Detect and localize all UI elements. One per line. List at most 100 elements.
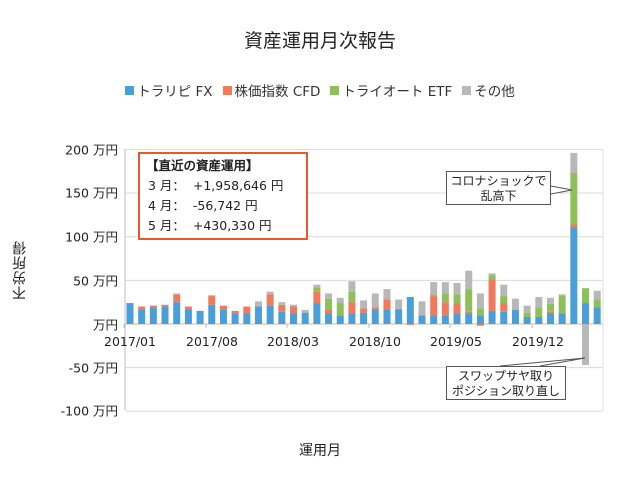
bar-segment-cfd (161, 304, 169, 307)
bar-segment-fx (430, 315, 438, 324)
y-tick-label: -50 万円 (68, 360, 118, 376)
bar-segment-fx (488, 310, 496, 324)
bar-segment-etf (441, 293, 449, 303)
bar-segment-etf (488, 275, 496, 280)
bar-segment-fx (582, 303, 590, 324)
bar-segment-etf (582, 288, 590, 304)
bar-segment-fx (290, 313, 298, 324)
bar-segment-fx (570, 227, 578, 324)
bar-segment-fx (465, 313, 473, 324)
bar-segment-fx (138, 309, 146, 324)
bar-segment-etf (523, 312, 531, 318)
bar-segment-other (348, 281, 356, 292)
bar-segment-fx (453, 313, 461, 324)
bar-segment-other (535, 296, 543, 308)
legend-label: トライオート ETF (342, 84, 453, 100)
bar-segment-cfd (360, 308, 368, 313)
bar-segment-fx (441, 315, 449, 324)
y-tick-label: 150 万円 (65, 185, 118, 201)
callout-line: ポジション取り直し (451, 384, 560, 398)
info-line-april: 4 月： -56,742 円 (148, 198, 258, 213)
bar-segment-cfd (173, 294, 181, 303)
bar-segment-fx (535, 317, 543, 324)
callout-line: 乱高下 (480, 189, 517, 203)
bar-segment-other (453, 282, 461, 295)
bar-segment-fx (173, 302, 181, 324)
bar-segment-other (278, 302, 286, 305)
bar-segment-fx (395, 309, 403, 324)
bar-segment-fx (184, 309, 192, 324)
bar-segment-other (582, 324, 590, 366)
legend-item-fx: トラリピ FX (125, 80, 213, 100)
bar-segment-etf (570, 172, 578, 225)
bar-segment-cfd (371, 307, 379, 310)
bar-segment-fx (348, 313, 356, 324)
bar-segment-etf (325, 298, 333, 311)
bar-segment-other (441, 282, 449, 294)
chart-title: 資産運用月次報告 (243, 30, 396, 52)
bar-segment-cfd (348, 302, 356, 314)
legend-swatch-icon (330, 85, 340, 95)
bar-segment-fx (546, 313, 554, 324)
bar-segment-etf (535, 307, 543, 318)
y-tick-label: -100 万円 (60, 403, 118, 419)
bar-segment-other (546, 297, 554, 304)
bar-segment-fx (476, 315, 484, 324)
bar-segment-other (523, 305, 531, 313)
bar-segment-fx (558, 313, 566, 324)
info-box-header: 【直近の資産運用】 (146, 158, 259, 173)
bar-segment-fx (301, 312, 309, 324)
bar-segment-other (488, 273, 496, 276)
x-tick-label: 2017/01 (104, 334, 156, 349)
bar-segment-other (301, 310, 309, 313)
y-tick-label: 万円 (92, 317, 118, 333)
bar-segment-other (290, 304, 298, 307)
bar-segment-etf (500, 296, 508, 304)
callout-line: コロナショックで (450, 174, 547, 188)
bar-segment-fx (511, 310, 519, 324)
y-axis-label: 不労所得 (12, 240, 28, 300)
bar-segment-cfd (383, 299, 391, 310)
bar-segment-fx (219, 309, 227, 324)
bar-segment-etf (558, 296, 566, 314)
bar-segment-other (476, 293, 484, 309)
bar-segment-fx (418, 315, 426, 324)
bar-segment-cfd (476, 324, 484, 326)
x-tick-label: 2018/10 (349, 334, 401, 349)
swap-callout: スワップサヤ取り ポジション取り直し (446, 366, 566, 400)
bar-segment-other (336, 297, 344, 304)
bar-segment-other (254, 301, 262, 307)
legend-label: トラリピ FX (137, 84, 213, 100)
bar-segment-fx (593, 307, 601, 324)
recent-results-box: 【直近の資産運用】 3 月： +1,958,646 円 4 月： -56,742… (138, 152, 308, 240)
bar-segment-other (570, 152, 578, 173)
bar-segment-etf (348, 291, 356, 303)
bar-segment-other (395, 299, 403, 310)
bar-segment-cfd (266, 294, 274, 306)
bar-segment-fx (149, 307, 157, 324)
bar-segment-fx (313, 303, 321, 324)
bar-segment-fx (161, 306, 169, 324)
chart-legend: トラリピ FX 株価指数 CFD トライオート ETF その他 (0, 80, 640, 100)
bar-segment-etf (313, 287, 321, 292)
legend-item-other: その他 (462, 80, 515, 100)
bar-segment-cfd (500, 303, 508, 312)
bar-segment-other (383, 289, 391, 300)
legend-item-cfd: 株価指数 CFD (222, 80, 320, 100)
bar-segment-fx (196, 310, 204, 324)
bar-segment-other (511, 298, 519, 311)
bar-segment-fx (126, 303, 134, 324)
bar-segment-cfd (278, 304, 286, 312)
legend-label: その他 (474, 84, 515, 100)
bar-segment-other (173, 293, 181, 295)
bar-segment-etf (465, 289, 473, 312)
info-line-march: 3 月： +1,958,646 円 (148, 178, 284, 193)
legend-swatch-icon (125, 85, 135, 95)
bar-segment-cfd (488, 279, 496, 311)
bar-segment-other (325, 293, 333, 299)
bar-segment-other (313, 284, 321, 288)
bar-segment-other (465, 270, 473, 290)
bar-segment-fx (254, 306, 262, 324)
bar-segment-other (558, 294, 566, 297)
bar-segment-cfd (290, 306, 298, 314)
